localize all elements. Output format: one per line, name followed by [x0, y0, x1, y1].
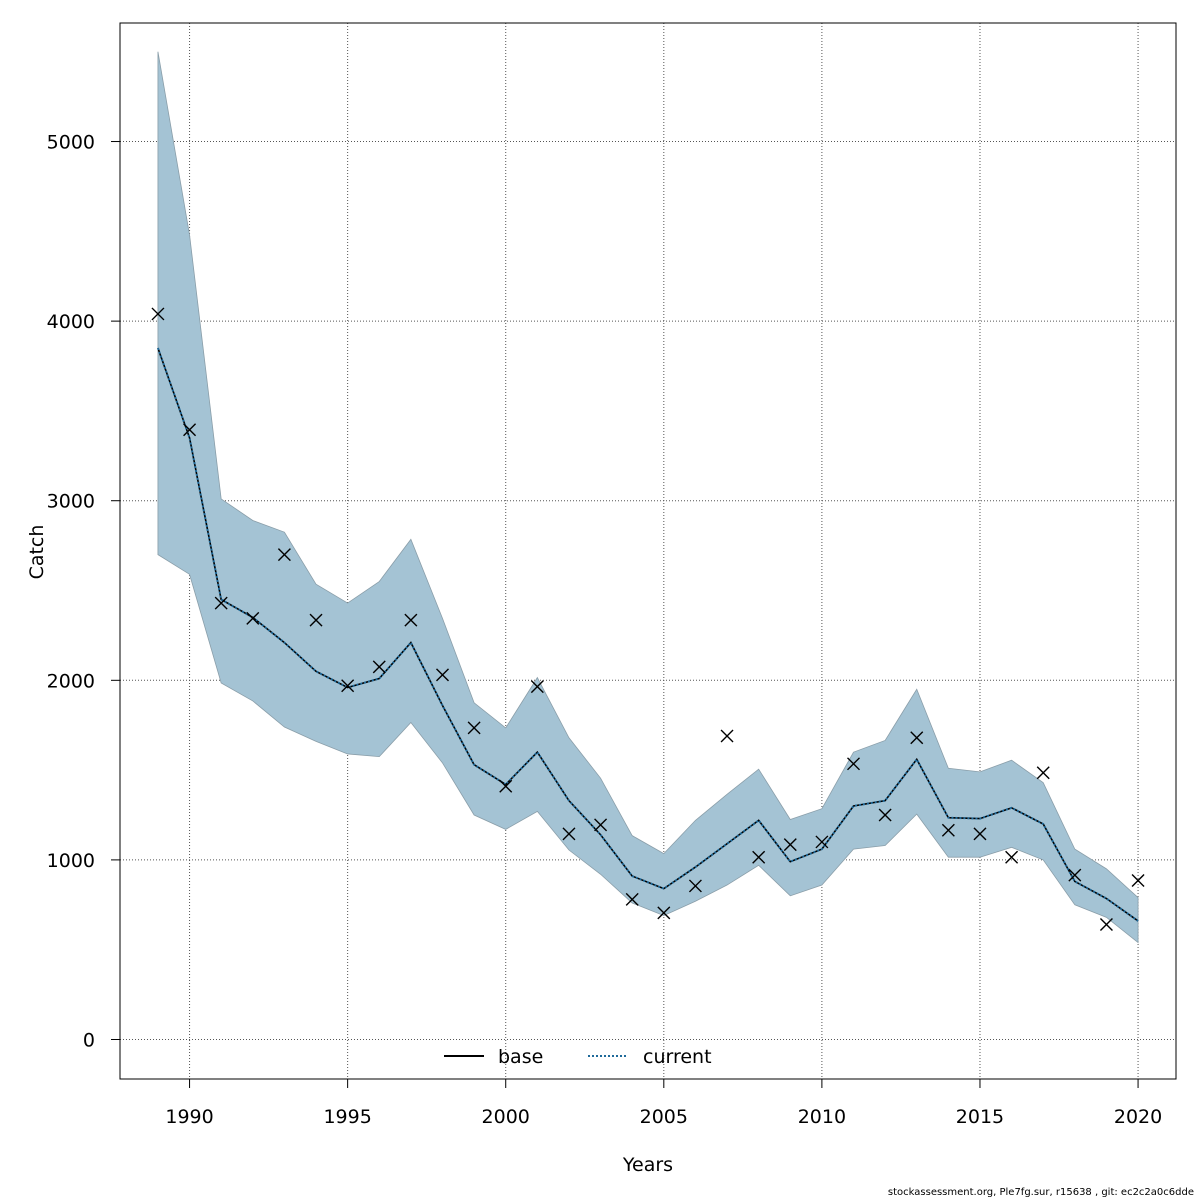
x-tick-label: 2010 [798, 1106, 846, 1128]
series-line-current [156, 347, 1139, 922]
observation-point [214, 596, 228, 610]
observation-point [183, 423, 197, 437]
observation-point [1068, 868, 1082, 882]
observation-point [1099, 918, 1113, 932]
observation-point [688, 879, 702, 893]
observation-point [499, 779, 513, 793]
observation-point [341, 679, 355, 693]
legend-label-current: current [643, 1046, 712, 1068]
observation-point [246, 611, 260, 625]
series-lines [156, 347, 1139, 922]
x-tick-label: 2000 [482, 1106, 530, 1128]
observation-point [1005, 850, 1019, 864]
x-tick-label: 2015 [956, 1106, 1004, 1128]
y-axis-title: Catch [26, 525, 48, 580]
x-tick-label: 2020 [1114, 1106, 1162, 1128]
observation-point [720, 729, 734, 743]
observation-point [625, 892, 639, 906]
observation-point [752, 850, 766, 864]
observation-point [277, 548, 291, 562]
x-tick-label: 2005 [640, 1106, 688, 1128]
x-axis-title: Years [622, 1154, 673, 1176]
y-tick-label: 0 [83, 1029, 95, 1051]
legend: base current [444, 1046, 712, 1068]
observation-point [309, 613, 323, 627]
observation-point [404, 613, 418, 627]
observation-point [815, 835, 829, 849]
observation-point [530, 680, 544, 694]
observation-point [910, 731, 924, 745]
observation-point [1131, 874, 1145, 888]
x-tick-label: 1995 [323, 1106, 371, 1128]
observation-point [562, 827, 576, 841]
observation-point [973, 827, 987, 841]
observation-point [878, 808, 892, 822]
observation-point [657, 906, 671, 920]
observation-point [594, 818, 608, 832]
legend-label-base: base [498, 1046, 543, 1068]
confidence-band-area [157, 51, 1139, 944]
observation-point [783, 838, 797, 852]
observation-points [151, 307, 1145, 932]
confidence-band [157, 51, 1139, 944]
y-tick-label: 4000 [47, 311, 95, 333]
observation-point [941, 823, 955, 837]
observation-point [151, 307, 165, 321]
plot-frame [119, 22, 1177, 1080]
x-tick-label: 1990 [165, 1106, 213, 1128]
y-tick-label: 1000 [47, 850, 95, 872]
observation-point [1036, 766, 1050, 780]
observation-point [435, 668, 449, 682]
observation-point [372, 660, 386, 674]
observation-point [467, 721, 481, 735]
observation-point [847, 757, 861, 771]
y-tick-label: 2000 [47, 670, 95, 692]
footer-credit: stockassessment.org, Ple7fg.sur, r15638 … [887, 1187, 1194, 1198]
y-tick-label: 5000 [47, 132, 95, 154]
y-tick-label: 3000 [47, 491, 95, 513]
axes: 1990 1995 2000 2005 2010 2015 2020 0 1000 2000 300… [47, 22, 1177, 1128]
